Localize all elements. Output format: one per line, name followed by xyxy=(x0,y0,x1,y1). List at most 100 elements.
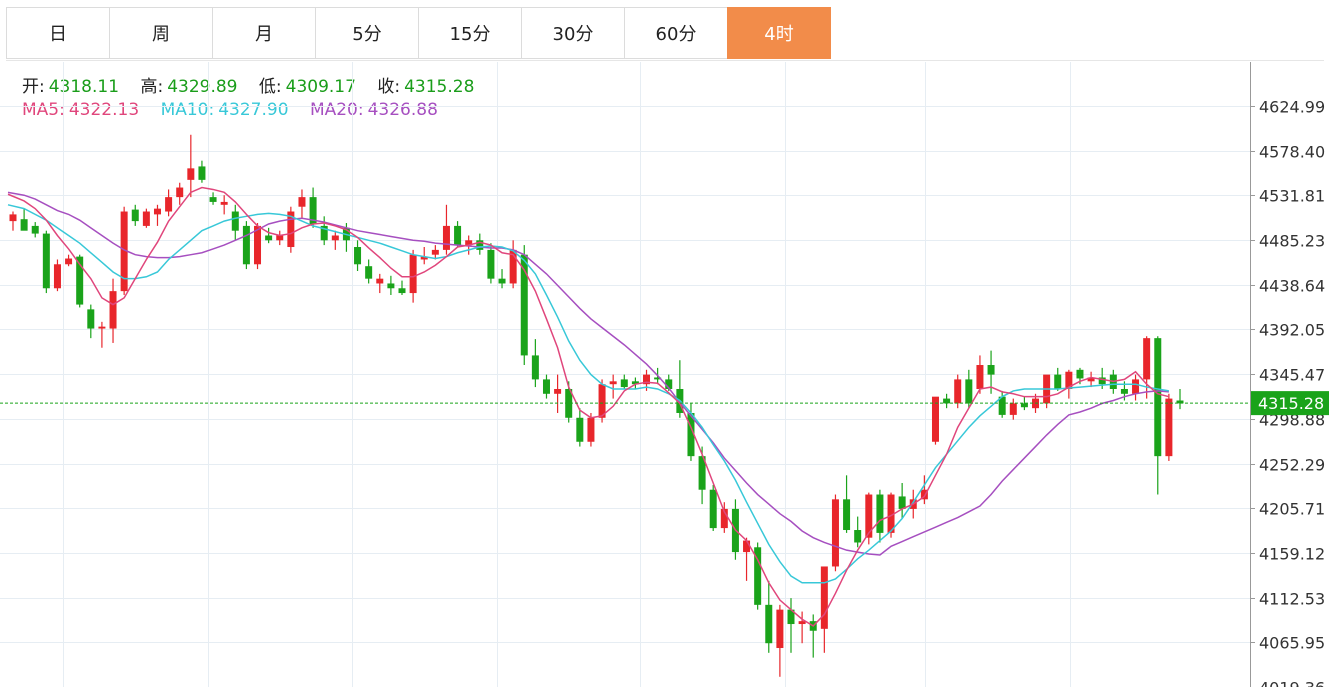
y-tick-label-6: 4345.47 xyxy=(1259,366,1325,385)
candle-body-98 xyxy=(1098,377,1106,385)
candle-body-57 xyxy=(643,374,651,385)
candle-body-14 xyxy=(165,197,173,212)
candle-body-7 xyxy=(87,309,95,329)
ma10-value: 4327.90 xyxy=(218,100,289,120)
candle-body-77 xyxy=(865,494,873,538)
candle-body-3 xyxy=(42,233,50,289)
ma10-line xyxy=(7,204,1170,584)
open-label: 开: xyxy=(22,77,45,97)
candle-body-28 xyxy=(320,225,328,241)
timeframe-tabs: 日周月 5分 15分 30分 60分 4时 xyxy=(6,7,831,61)
candle-body-21 xyxy=(242,225,250,265)
candle-body-61 xyxy=(687,412,695,457)
candle-body-80 xyxy=(898,496,906,509)
tabs-divider xyxy=(6,60,1324,61)
ma20-value: 4326.88 xyxy=(367,100,438,120)
candle-body-78 xyxy=(876,494,884,533)
candle-body-42 xyxy=(476,240,484,250)
y-tick-label-10: 4159.12 xyxy=(1259,545,1325,564)
candle-body-6 xyxy=(76,256,84,305)
y-tick-label-8: 4252.29 xyxy=(1259,456,1325,475)
candle-body-97 xyxy=(1087,377,1095,382)
candle-body-0 xyxy=(9,214,17,222)
y-tick-label-5: 4392.05 xyxy=(1259,321,1325,340)
candle-body-105 xyxy=(1176,400,1184,404)
tab-7[interactable]: 4时 xyxy=(727,7,831,59)
candle-body-32 xyxy=(365,266,373,279)
tab-3[interactable]: 5分 xyxy=(315,7,419,59)
candle-body-64 xyxy=(720,508,728,529)
tab-4[interactable]: 15分 xyxy=(418,7,522,59)
candle-body-71 xyxy=(798,621,806,625)
candle-body-76 xyxy=(854,530,862,543)
candle-body-24 xyxy=(276,235,284,241)
tab-1[interactable]: 周 xyxy=(109,7,213,59)
candle-body-56 xyxy=(631,381,639,385)
candle-body-39 xyxy=(442,225,450,250)
candle-body-68 xyxy=(765,604,773,644)
candle-body-79 xyxy=(887,494,895,533)
candle-body-8 xyxy=(98,326,106,329)
candle-body-41 xyxy=(465,240,473,246)
y-tick-label-1: 4578.40 xyxy=(1259,143,1325,162)
candle-body-70 xyxy=(787,609,795,625)
tab-6[interactable]: 60分 xyxy=(624,7,728,59)
candle-body-36 xyxy=(409,254,417,294)
tab-0[interactable]: 日 xyxy=(6,7,110,59)
candle-body-75 xyxy=(843,499,851,531)
ma-readout: MA5: 4322.13 MA10: 4327.90 MA20: 4326.88 xyxy=(22,100,442,120)
candle-body-4 xyxy=(53,264,61,289)
candle-body-46 xyxy=(520,254,528,356)
low-label: 低: xyxy=(258,77,282,97)
candle-body-52 xyxy=(587,417,595,442)
ma5-value: 4322.13 xyxy=(68,100,140,120)
candle-body-35 xyxy=(398,288,406,294)
candle-body-33 xyxy=(376,278,384,284)
candle-body-83 xyxy=(931,396,939,442)
candle-body-27 xyxy=(309,197,317,224)
candle-body-94 xyxy=(1054,374,1062,389)
candle-body-101 xyxy=(1132,379,1140,394)
candle-body-104 xyxy=(1165,398,1173,457)
y-tick-label-0: 4624.99 xyxy=(1259,98,1325,117)
tab-2[interactable]: 月 xyxy=(212,7,316,59)
y-tick-label-11: 4112.53 xyxy=(1259,590,1325,609)
candle-body-37 xyxy=(420,256,428,260)
y-tick-label-4: 4438.64 xyxy=(1259,277,1325,296)
candle-body-34 xyxy=(387,283,395,289)
candle-body-43 xyxy=(487,249,495,279)
tab-5[interactable]: 30分 xyxy=(521,7,625,59)
candle-body-86 xyxy=(965,379,973,404)
candle-body-19 xyxy=(220,201,228,205)
candlestick-chart: 4624.99 4578.40 4531.81 4485.23 4438.64 4392.… xyxy=(0,62,1329,687)
candle-body-1 xyxy=(20,219,28,231)
candle-body-2 xyxy=(31,225,39,234)
candle-body-13 xyxy=(153,208,161,215)
y-tick-label-2: 4531.81 xyxy=(1259,187,1325,206)
candle-body-74 xyxy=(831,499,839,567)
candle-body-62 xyxy=(698,456,706,490)
candle-body-103 xyxy=(1154,338,1162,457)
candle-body-102 xyxy=(1143,338,1151,380)
candle-body-88 xyxy=(987,365,995,375)
y-tick-label-9: 4205.71 xyxy=(1259,500,1325,519)
candle-body-40 xyxy=(454,225,462,246)
y-tick-label-13: 4019.36 xyxy=(1259,679,1325,687)
candle-body-16 xyxy=(187,168,195,180)
candle-body-91 xyxy=(1020,403,1028,408)
candle-body-95 xyxy=(1065,371,1073,389)
y-tick-label-12: 4065.95 xyxy=(1259,634,1325,653)
candle-body-51 xyxy=(576,417,584,442)
open-value: 4318.11 xyxy=(48,77,120,97)
candle-body-12 xyxy=(142,211,150,226)
candle-body-23 xyxy=(265,235,273,241)
candle-body-63 xyxy=(709,489,717,529)
candle-body-22 xyxy=(254,225,262,265)
candle-body-31 xyxy=(354,247,362,265)
candle-body-84 xyxy=(943,398,951,404)
y-tick-label-7: 4298.88 xyxy=(1259,411,1325,430)
y-tick-label-3: 4485.23 xyxy=(1259,232,1325,251)
high-value: 4329.89 xyxy=(167,77,238,97)
candle-body-58 xyxy=(654,377,662,380)
candle-body-54 xyxy=(609,381,617,385)
